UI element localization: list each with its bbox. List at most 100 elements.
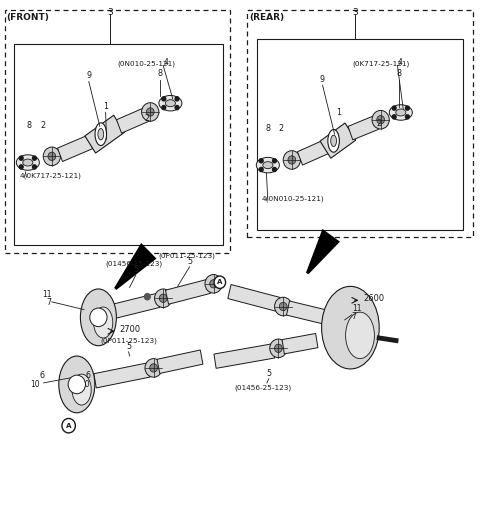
Text: 3: 3 xyxy=(352,8,358,17)
Polygon shape xyxy=(306,229,340,275)
Text: 2: 2 xyxy=(279,124,284,133)
Text: 5: 5 xyxy=(187,257,192,266)
Circle shape xyxy=(210,280,217,288)
Ellipse shape xyxy=(16,155,39,170)
Circle shape xyxy=(43,147,60,166)
Circle shape xyxy=(33,156,36,160)
Text: A: A xyxy=(217,279,223,285)
Text: (0K717-25-121): (0K717-25-121) xyxy=(353,60,410,67)
Ellipse shape xyxy=(72,374,91,405)
Polygon shape xyxy=(58,135,93,162)
Polygon shape xyxy=(282,333,318,354)
Circle shape xyxy=(275,297,292,316)
Text: 8: 8 xyxy=(26,121,31,130)
Circle shape xyxy=(62,418,75,433)
Circle shape xyxy=(144,294,150,300)
Text: (0N010-25-121): (0N010-25-121) xyxy=(118,60,176,67)
Text: 6: 6 xyxy=(85,372,90,380)
Circle shape xyxy=(146,108,154,116)
Text: (0P011-25-123): (0P011-25-123) xyxy=(158,252,215,259)
Polygon shape xyxy=(117,108,149,133)
Ellipse shape xyxy=(389,105,412,120)
Text: 4: 4 xyxy=(397,58,402,67)
Circle shape xyxy=(162,97,166,101)
Polygon shape xyxy=(214,344,275,368)
Ellipse shape xyxy=(331,135,336,147)
Polygon shape xyxy=(228,284,280,312)
Circle shape xyxy=(275,344,282,352)
Polygon shape xyxy=(298,140,328,165)
Circle shape xyxy=(19,165,23,169)
Circle shape xyxy=(214,276,226,288)
Text: 4(0K717-25-121): 4(0K717-25-121) xyxy=(19,172,81,179)
Circle shape xyxy=(145,359,162,377)
Circle shape xyxy=(205,275,222,293)
Ellipse shape xyxy=(165,100,175,107)
Text: 6: 6 xyxy=(40,372,45,380)
Circle shape xyxy=(279,302,287,311)
Text: 7: 7 xyxy=(352,312,357,321)
Circle shape xyxy=(283,151,300,169)
Text: 5: 5 xyxy=(133,265,138,274)
Ellipse shape xyxy=(328,130,339,152)
Ellipse shape xyxy=(95,123,107,146)
Text: 5: 5 xyxy=(126,342,131,351)
Circle shape xyxy=(33,165,36,169)
Text: 8: 8 xyxy=(397,70,402,78)
Text: 9: 9 xyxy=(86,71,91,80)
Polygon shape xyxy=(320,123,356,158)
Text: 3: 3 xyxy=(108,8,113,17)
Text: 4: 4 xyxy=(163,58,168,67)
Text: 2: 2 xyxy=(41,121,46,130)
Circle shape xyxy=(90,308,107,327)
Text: 10: 10 xyxy=(81,380,90,389)
Text: 4(0N010-25-121): 4(0N010-25-121) xyxy=(262,196,324,202)
Text: 11: 11 xyxy=(42,291,52,299)
Text: 8: 8 xyxy=(157,70,162,78)
Ellipse shape xyxy=(396,109,406,116)
Polygon shape xyxy=(94,363,150,388)
Circle shape xyxy=(155,289,172,308)
Polygon shape xyxy=(109,293,160,319)
Text: (REAR): (REAR) xyxy=(249,13,284,22)
Ellipse shape xyxy=(256,157,279,173)
Text: 2700: 2700 xyxy=(119,326,140,334)
Circle shape xyxy=(19,156,23,160)
Circle shape xyxy=(259,167,263,171)
Text: 2: 2 xyxy=(377,119,382,128)
Polygon shape xyxy=(85,115,124,153)
Circle shape xyxy=(288,156,296,164)
Circle shape xyxy=(273,167,276,171)
Ellipse shape xyxy=(263,162,273,169)
Polygon shape xyxy=(287,301,328,325)
Text: (FRONT): (FRONT) xyxy=(7,13,49,22)
Ellipse shape xyxy=(94,307,113,338)
Circle shape xyxy=(68,375,85,394)
Text: A: A xyxy=(66,423,72,429)
Circle shape xyxy=(48,152,56,160)
Circle shape xyxy=(175,97,179,101)
Text: (01456-25-123): (01456-25-123) xyxy=(234,384,291,391)
Circle shape xyxy=(159,294,167,302)
Text: 10: 10 xyxy=(30,380,39,389)
Circle shape xyxy=(377,116,384,124)
Text: 11: 11 xyxy=(352,304,361,313)
Polygon shape xyxy=(157,350,203,374)
Bar xyxy=(247,10,473,237)
Text: (0P011-25-123): (0P011-25-123) xyxy=(101,337,157,344)
Circle shape xyxy=(175,105,179,109)
Text: 5: 5 xyxy=(266,369,271,378)
Text: (01456-25-123): (01456-25-123) xyxy=(106,261,163,267)
Circle shape xyxy=(259,159,263,163)
Text: 1: 1 xyxy=(336,108,341,117)
Circle shape xyxy=(406,106,409,110)
Ellipse shape xyxy=(346,312,374,359)
Circle shape xyxy=(392,106,396,110)
Polygon shape xyxy=(114,243,156,290)
Circle shape xyxy=(270,339,287,358)
Bar xyxy=(5,10,230,253)
Ellipse shape xyxy=(80,289,116,346)
Text: 1: 1 xyxy=(103,103,108,111)
Circle shape xyxy=(162,105,166,109)
Circle shape xyxy=(406,115,409,119)
